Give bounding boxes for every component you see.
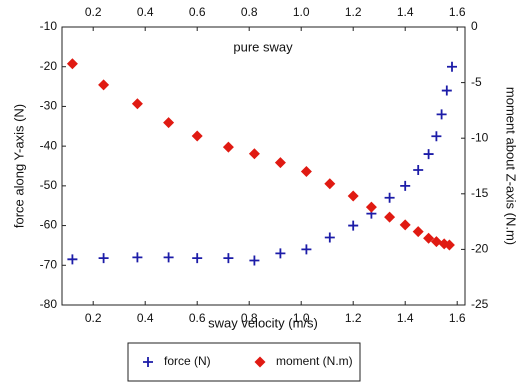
- diamond-marker: [191, 130, 203, 142]
- legend-label: moment (N.m): [276, 354, 353, 368]
- plus-marker: [132, 252, 143, 263]
- diamond-marker: [163, 117, 175, 129]
- x-tick-label: 0.6: [189, 311, 206, 325]
- plus-marker: [447, 61, 457, 72]
- plus-marker: [348, 220, 359, 231]
- diamond-marker: [222, 141, 234, 153]
- plus-marker: [413, 164, 424, 175]
- diamond-marker: [347, 190, 359, 202]
- x-tick-label: 0.2: [85, 311, 102, 325]
- diamond-marker: [443, 239, 455, 251]
- plus-marker: [163, 252, 174, 263]
- y-tick-label: -30: [40, 99, 58, 113]
- plus-marker: [223, 253, 234, 264]
- plus-marker: [275, 248, 286, 259]
- plus-marker: [192, 253, 203, 264]
- diamond-marker: [66, 58, 78, 70]
- diamond-marker: [98, 79, 110, 91]
- legend-swatch: [143, 357, 153, 367]
- y-tick-label: -50: [40, 178, 58, 192]
- y-tick-label: -20: [40, 59, 58, 73]
- x-tick-label: 0.4: [137, 311, 154, 325]
- plus-marker: [98, 253, 109, 264]
- plus-marker: [249, 255, 260, 266]
- plot-frame: [61, 26, 466, 306]
- x-tick-label-top: 1.6: [449, 5, 466, 19]
- diamond-marker: [300, 166, 312, 178]
- plus-marker: [441, 85, 452, 96]
- plus-marker: [436, 109, 447, 120]
- x-tick-label-top: 1.2: [345, 5, 362, 19]
- plus-marker: [384, 192, 395, 203]
- plus-marker: [423, 149, 434, 160]
- diamond-marker: [423, 232, 435, 244]
- chart-title: pure sway: [233, 39, 293, 54]
- y2-axis-label: moment about Z-axis (N.m): [504, 87, 518, 245]
- diamond-marker: [412, 226, 424, 238]
- y2-tick-label: -25: [471, 297, 489, 311]
- x-tick-label-top: 1.0: [293, 5, 310, 19]
- x-tick-label: 1.2: [345, 311, 362, 325]
- y-axis-label: force along Y-axis (N): [11, 104, 26, 228]
- plus-marker: [400, 180, 411, 191]
- diamond-marker: [274, 157, 286, 169]
- x-tick-label: 1.0: [293, 311, 310, 325]
- plus-marker: [431, 131, 442, 142]
- y2-tick-label: -5: [471, 75, 482, 89]
- y-tick-label: -10: [40, 19, 58, 33]
- diamond-marker: [399, 219, 411, 231]
- y-tick-label: -80: [40, 297, 58, 311]
- x-tick-label: 1.4: [397, 311, 414, 325]
- diamond-marker: [324, 178, 336, 190]
- y2-tick-label: -10: [471, 130, 489, 144]
- y-tick-label: -40: [40, 138, 58, 152]
- legend-label: force (N): [164, 354, 211, 368]
- diamond-marker: [248, 148, 260, 160]
- diamond-marker: [384, 211, 396, 223]
- x-axis-label: sway velocity (m/s): [208, 315, 318, 330]
- plus-marker: [324, 232, 335, 243]
- y2-tick-label: -15: [471, 186, 489, 200]
- x-tick-label-top: 1.4: [397, 5, 414, 19]
- legend: [127, 342, 361, 382]
- x-tick-label-top: 0.4: [137, 5, 154, 19]
- x-tick-label: 0.8: [241, 311, 258, 325]
- y2-tick-label: 0: [471, 19, 478, 33]
- diamond-marker: [365, 201, 377, 213]
- y2-tick-label: -20: [471, 242, 489, 256]
- legend-swatch: [254, 356, 266, 368]
- x-tick-label: 1.6: [449, 311, 466, 325]
- x-tick-label-top: 0.2: [85, 5, 102, 19]
- diamond-marker: [131, 98, 143, 110]
- plus-marker: [301, 244, 312, 255]
- plus-marker: [67, 254, 78, 265]
- diamond-marker: [430, 236, 442, 248]
- y-tick-label: -70: [40, 257, 58, 271]
- x-tick-label-top: 0.8: [241, 5, 258, 19]
- y-tick-label: -60: [40, 218, 58, 232]
- x-tick-label-top: 0.6: [189, 5, 206, 19]
